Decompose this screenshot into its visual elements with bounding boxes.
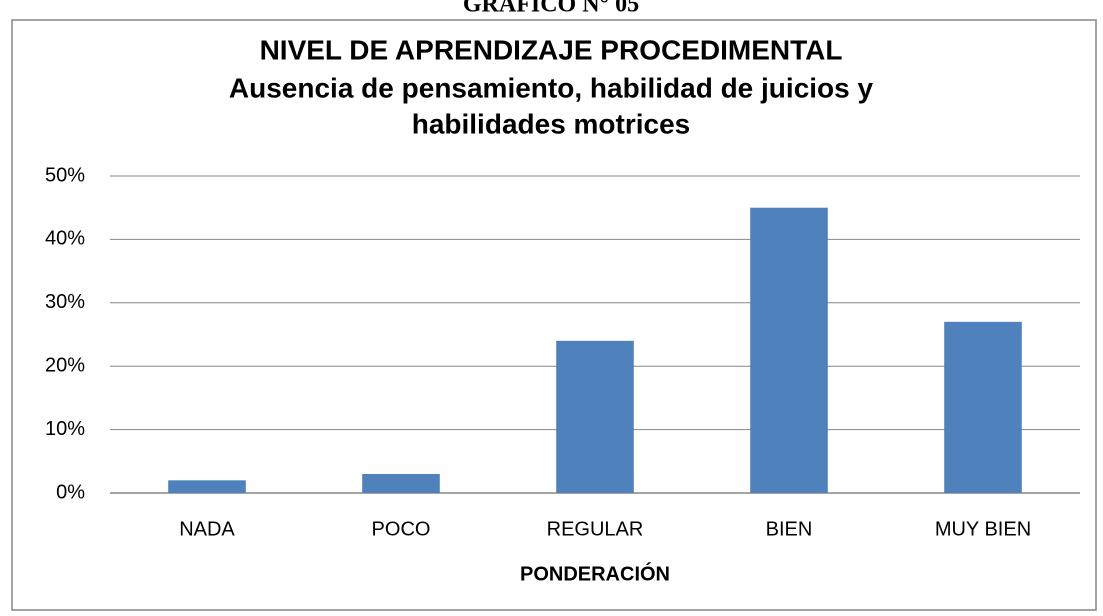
bar — [556, 340, 634, 493]
x-tick-label: BIEN — [766, 518, 813, 540]
chart-border — [11, 19, 1097, 611]
bar — [750, 207, 828, 493]
page-header: GRÁFICO N° 05 — [463, 0, 639, 18]
bar — [944, 321, 1022, 493]
y-tick-label: 50% — [45, 164, 85, 186]
chart-subtitle: Ausencia de pensamiento, habilidad de ju… — [229, 72, 874, 103]
x-tick-label: MUY BIEN — [935, 518, 1031, 540]
chart-title: NIVEL DE APRENDIZAJE PROCEDIMENTAL — [260, 34, 843, 65]
y-tick-label: 0% — [56, 481, 85, 503]
y-tick-label: 40% — [45, 228, 85, 250]
chart-subtitle: habilidades motrices — [412, 108, 691, 139]
y-tick-label: 20% — [45, 354, 85, 376]
x-tick-label: POCO — [372, 518, 431, 540]
y-tick-label: 30% — [45, 291, 85, 313]
bar — [168, 480, 246, 493]
x-axis-label: PONDERACIÓN — [520, 561, 670, 585]
x-tick-label: NADA — [179, 518, 235, 540]
bar — [362, 473, 440, 493]
x-tick-label: REGULAR — [547, 518, 644, 540]
y-tick-label: 10% — [45, 418, 85, 440]
